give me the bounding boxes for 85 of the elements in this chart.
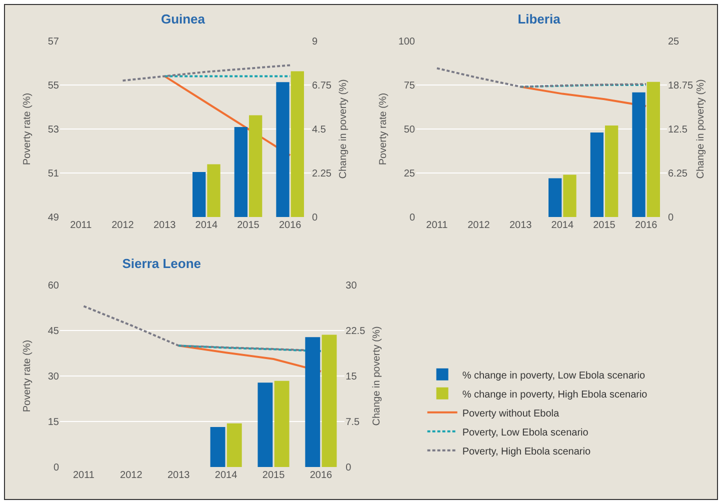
- bar: [290, 71, 304, 217]
- bar: [590, 132, 604, 217]
- y-tick-label: 45: [48, 326, 60, 337]
- y2-tick-label: 12.5: [668, 124, 688, 136]
- y-tick-label: 57: [48, 36, 60, 48]
- legend-label: % change in poverty, High Ebola scenario: [462, 389, 648, 400]
- y-tick-label: 15: [48, 417, 60, 428]
- bar: [274, 380, 290, 467]
- y-tick-label: 55: [48, 80, 60, 92]
- x-tick-label: 2011: [70, 220, 92, 231]
- x-tick-label: 2011: [72, 470, 95, 481]
- x-tick-label: 2016: [278, 220, 302, 231]
- chart-title: Sierra Leone: [122, 256, 202, 271]
- bar: [604, 125, 618, 217]
- bar: [258, 382, 273, 467]
- y2-tick-label: 4.5: [312, 124, 326, 136]
- x-tick-label: 2011: [426, 220, 448, 231]
- bar: [276, 82, 290, 217]
- legend-label: % change in poverty, Low Ebola scenario: [462, 370, 646, 382]
- y2-tick-label: 7.5: [346, 417, 360, 428]
- y2-tick-label: 22.5: [346, 326, 366, 337]
- y2-tick-label: 0: [346, 462, 352, 474]
- y2-axis-title: Change in poverty (%): [695, 79, 706, 179]
- bar: [234, 127, 248, 217]
- bar: [305, 337, 320, 467]
- legend-label: Poverty, High Ebola scenario: [462, 446, 591, 458]
- y-axis-title: Poverty rate (%): [22, 340, 33, 412]
- x-tick-label: 2012: [120, 470, 143, 481]
- x-tick-label: 2013: [153, 220, 176, 231]
- line-series: [122, 64, 292, 82]
- y-tick-label: 0: [53, 462, 60, 474]
- y-tick-label: 100: [398, 36, 416, 48]
- bar: [192, 172, 206, 217]
- y2-axis-title: Change in poverty (%): [372, 326, 383, 426]
- y2-tick-label: 15: [346, 372, 358, 382]
- y2-tick-label: 0: [312, 212, 318, 224]
- x-tick-label: 2013: [167, 470, 190, 481]
- y-tick-label: 49: [48, 212, 60, 224]
- bar: [248, 115, 262, 217]
- x-tick-label: 2012: [468, 220, 490, 231]
- bar: [322, 334, 337, 467]
- y-tick-label: 30: [48, 372, 60, 382]
- x-tick-label: 2014: [551, 220, 574, 231]
- x-tick-label: 2012: [112, 220, 134, 231]
- y-tick-label: 53: [48, 124, 60, 136]
- y2-tick-label: 6.75: [312, 80, 332, 92]
- y2-tick-label: 6.25: [668, 168, 688, 180]
- bar: [210, 426, 226, 467]
- x-tick-label: 2015: [237, 220, 260, 231]
- y-tick-label: 25: [404, 168, 416, 180]
- x-tick-label: 2016: [634, 220, 658, 231]
- y-tick-label: 0: [409, 212, 416, 224]
- line-series: [520, 86, 648, 108]
- y-tick-label: 51: [48, 168, 60, 180]
- chart-title: Guinea: [160, 12, 206, 27]
- y2-tick-label: 30: [346, 280, 358, 292]
- y2-tick-label: 0: [668, 212, 674, 224]
- bar: [548, 178, 562, 217]
- y-tick-label: 60: [48, 280, 60, 292]
- bar: [646, 82, 660, 217]
- x-tick-label: 2015: [262, 470, 286, 481]
- legend-label: Poverty, Low Ebola scenario: [462, 427, 589, 438]
- bar: [207, 164, 220, 217]
- y2-tick-label: 2.25: [312, 168, 332, 180]
- legend-label: Poverty without Ebola: [462, 408, 560, 420]
- x-tick-label: 2013: [509, 220, 532, 231]
- y-tick-label: 50: [404, 124, 416, 136]
- line-series: [82, 305, 322, 352]
- x-tick-label: 2014: [214, 470, 238, 481]
- y2-tick-label: 9: [312, 36, 318, 48]
- bar: [632, 92, 646, 217]
- y-axis-title: Poverty rate (%): [378, 92, 389, 166]
- x-tick-label: 2016: [310, 470, 333, 481]
- y2-tick-label: 18.75: [668, 80, 694, 92]
- x-tick-label: 2014: [195, 220, 218, 231]
- y2-axis-title: Change in poverty (%): [338, 79, 349, 179]
- x-tick-label: 2015: [593, 220, 616, 231]
- line-series: [178, 344, 322, 372]
- y2-tick-label: 25: [668, 36, 680, 48]
- line-series: [436, 67, 648, 88]
- bar: [563, 174, 576, 217]
- y-tick-label: 75: [404, 80, 416, 92]
- y-axis-title: Poverty rate (%): [22, 92, 33, 166]
- chart-title: Liberia: [518, 12, 562, 27]
- bar: [226, 423, 242, 467]
